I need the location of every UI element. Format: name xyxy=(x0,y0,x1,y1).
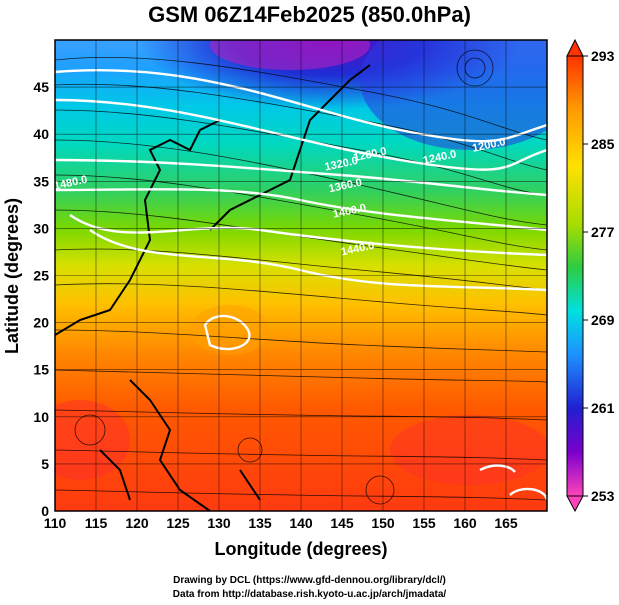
height-contours xyxy=(55,68,547,501)
shaded-field xyxy=(55,40,547,511)
colorbar-tick-label: 285 xyxy=(591,136,615,152)
x-ticks: 110 115 120 125 130 135 140 145 150 155 160 165 xyxy=(44,515,518,531)
x-tick-label: 140 xyxy=(289,515,313,531)
colorbar-tick-label: 293 xyxy=(591,48,615,64)
y-tick-label: 0 xyxy=(41,503,49,519)
x-tick-label: 110 xyxy=(44,515,67,531)
x-tick-label: 160 xyxy=(453,515,477,531)
x-tick-label: 135 xyxy=(248,515,272,531)
x-tick-label: 155 xyxy=(412,515,436,531)
x-tick-label: 115 xyxy=(85,515,108,531)
credit-drawing: Drawing by DCL (https://www.gfd-dennou.o… xyxy=(173,575,446,586)
x-tick-label: 145 xyxy=(330,515,354,531)
x-axis-label: Longitude (degrees) xyxy=(214,539,387,559)
x-tick-label: 165 xyxy=(494,515,518,531)
colorbar: 293 285 277 269 261 253 xyxy=(566,38,615,513)
y-tick-label: 20 xyxy=(33,315,49,331)
y-tick-label: 15 xyxy=(33,362,49,378)
y-tick-label: 5 xyxy=(41,456,49,472)
coastlines xyxy=(55,64,371,511)
plot-frame xyxy=(54,39,548,512)
colorbar-bottom-arrow xyxy=(566,495,584,513)
credit-data: Data from http://database.rish.kyoto-u.a… xyxy=(172,589,447,600)
colorbar-top-arrow xyxy=(566,38,584,57)
colorbar-tick-label: 261 xyxy=(591,400,615,416)
y-tick-label: 35 xyxy=(33,173,49,189)
colorbar-tick-label: 253 xyxy=(591,488,615,504)
x-tick-label: 130 xyxy=(207,515,231,531)
y-axis-label: Latitude (degrees) xyxy=(2,198,22,354)
y-tick-label: 10 xyxy=(33,409,49,425)
x-tick-label: 150 xyxy=(371,515,395,531)
y-tick-label: 30 xyxy=(33,220,49,236)
x-tick-label: 120 xyxy=(125,515,149,531)
page-title: GSM 06Z14Feb2025 (850.0hPa) xyxy=(148,2,471,27)
colorbar-tick-label: 269 xyxy=(591,312,615,328)
y-ticks: 0 5 10 15 20 25 30 35 40 45 xyxy=(33,79,49,519)
x-tick-label: 125 xyxy=(166,515,190,531)
y-tick-label: 40 xyxy=(33,126,49,142)
y-tick-label: 25 xyxy=(33,268,49,284)
colorbar-scale xyxy=(566,55,584,497)
colorbar-tick-label: 277 xyxy=(591,224,615,240)
y-tick-label: 45 xyxy=(33,79,49,95)
